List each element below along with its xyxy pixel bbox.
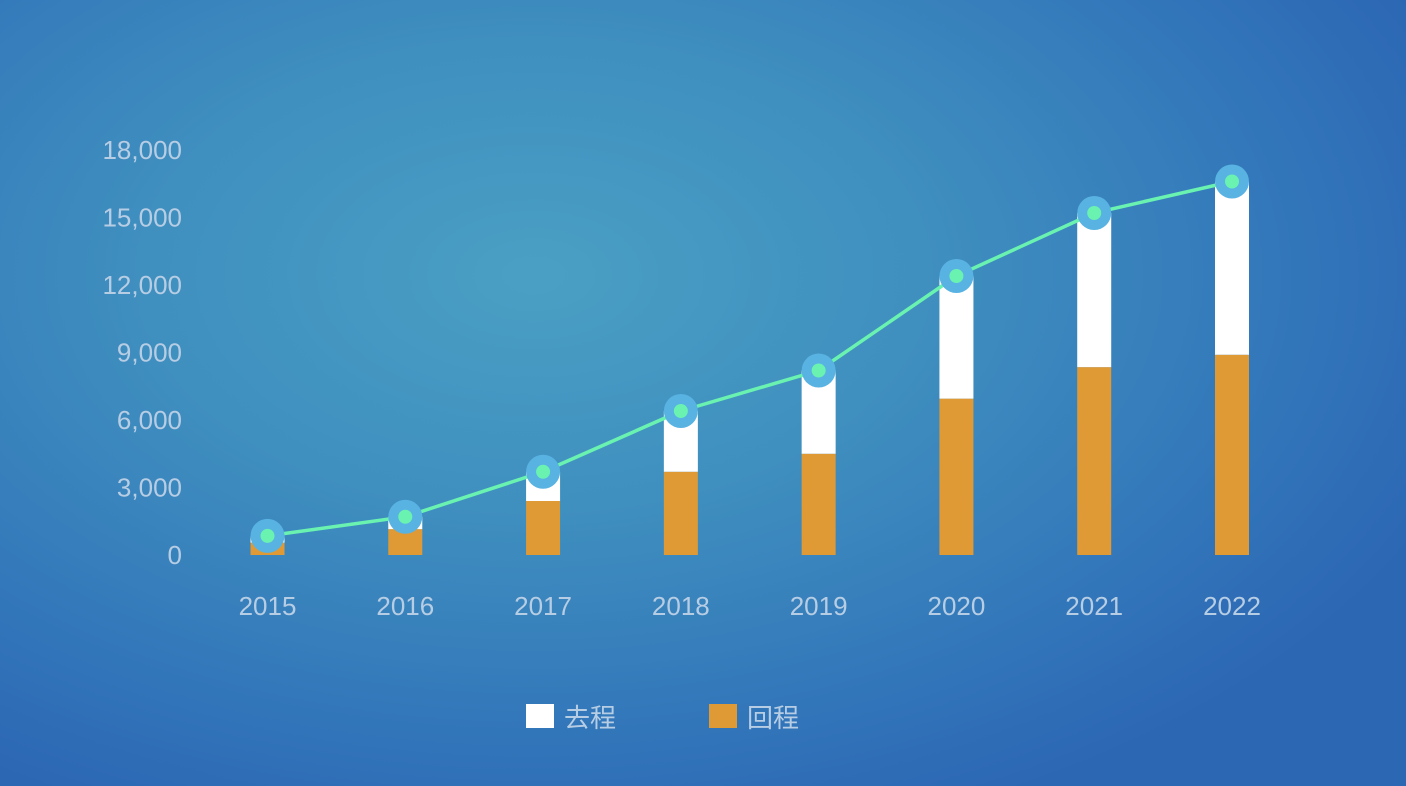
x-tick-label: 2018 [652,591,710,621]
line-point[interactable] [1215,164,1249,199]
x-tick-label: 2015 [239,591,297,621]
line-point-dot [1225,174,1239,189]
y-tick-label: 15,000 [102,203,182,233]
bar-outbound[interactable] [939,276,974,399]
bar-return[interactable] [526,501,561,555]
line-point-dot [949,269,964,283]
y-tick-label: 12,000 [102,270,182,300]
x-tick-label: 2021 [1065,591,1123,621]
legend-label-return: 回程 [747,703,800,734]
x-tick-label: 2020 [928,591,986,621]
line-point[interactable] [939,259,974,293]
line-point-dot [260,528,275,543]
line-point[interactable] [250,518,285,553]
y-tick-label: 0 [168,540,182,570]
y-tick-label: 18,000 [102,135,182,165]
bar-return[interactable] [1215,354,1249,555]
legend-swatch-outbound [526,704,554,728]
legend-item-outbound[interactable]: 去程 [526,700,617,734]
x-axis: 2015 2016 2017 2018 2019 2020 2021 2022 [239,591,1261,621]
line-point[interactable] [663,394,698,428]
y-axis: 0 3,000 6,000 9,000 12,000 15,000 18,000 [102,135,182,570]
line-point-dot [811,363,826,378]
legend-item-return[interactable]: 回程 [709,700,800,734]
line-series [267,179,1233,538]
line-point[interactable] [526,454,561,489]
bar-return[interactable] [939,398,974,555]
line-point-dot [673,404,688,418]
line-point-dot [1087,206,1102,220]
y-tick-label: 3,000 [117,473,182,503]
line-point[interactable] [801,353,836,388]
x-tick-label: 2017 [514,591,572,621]
line-points [250,164,1249,553]
bar-series [250,181,1249,555]
legend-swatch-return [709,704,737,728]
x-tick-label: 2022 [1203,591,1261,621]
x-tick-label: 2016 [376,591,434,621]
bar-return[interactable] [663,471,698,555]
line-point-dot [398,509,413,524]
line-point[interactable] [1077,196,1112,230]
bar-return[interactable] [1077,367,1112,555]
line-point[interactable] [388,499,423,534]
line-point-dot [536,464,551,479]
x-tick-label: 2019 [790,591,848,621]
bar-outbound[interactable] [1215,181,1249,355]
bar-return[interactable] [801,453,836,555]
legend: 去程 回程 [0,700,1406,734]
bar-outbound[interactable] [1077,213,1112,368]
legend-label-outbound: 去程 [564,703,617,734]
total-line [267,179,1233,538]
y-tick-label: 9,000 [117,338,182,368]
y-tick-label: 6,000 [117,405,182,435]
